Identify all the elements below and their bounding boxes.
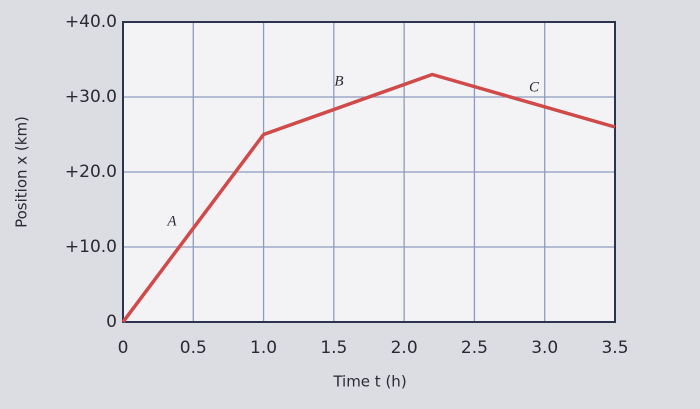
x-tick-label: 3.5 (601, 338, 628, 358)
segment-label: C (529, 79, 540, 95)
x-tick-label: 3.0 (531, 338, 558, 358)
x-tick-label: 0.5 (180, 338, 207, 358)
y-tick-label: +40.0 (65, 12, 117, 32)
y-tick-label: +30.0 (65, 87, 117, 107)
segment-label: B (334, 73, 343, 89)
x-tick-label: 2.0 (391, 338, 418, 358)
plot-frame (122, 21, 616, 323)
x-tick-label: 2.5 (461, 338, 488, 358)
x-tick-label: 0 (118, 338, 129, 358)
x-tick-label: 1.0 (250, 338, 277, 358)
y-tick-label: +20.0 (65, 162, 117, 182)
segment-label: A (166, 213, 177, 229)
x-axis-label: Time t (h) (332, 373, 406, 391)
x-tick-label: 1.5 (320, 338, 347, 358)
y-tick-label: 0 (106, 312, 117, 332)
data-line (121, 72, 616, 324)
y-axis-label: Position x (km) (13, 116, 31, 228)
y-tick-label: +10.0 (65, 237, 117, 257)
